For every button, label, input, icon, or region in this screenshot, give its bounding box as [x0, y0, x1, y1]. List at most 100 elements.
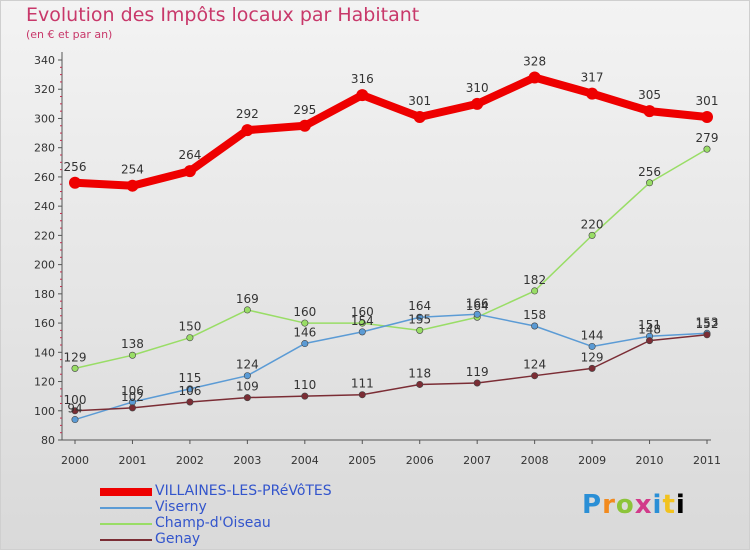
- data-label: 94: [67, 402, 82, 416]
- logo-letter: P: [582, 490, 603, 520]
- data-point: [301, 340, 309, 348]
- y-tick-label: 120: [34, 376, 55, 389]
- logo-letter: t: [662, 490, 676, 520]
- series-line: [74, 334, 708, 412]
- data-label: 264: [178, 148, 201, 162]
- data-point: [298, 119, 311, 132]
- data-point: [301, 319, 309, 327]
- data-point: [358, 319, 366, 327]
- data-label: 256: [638, 165, 661, 179]
- y-tick-label: 220: [34, 229, 55, 242]
- data-point: [71, 364, 79, 372]
- x-tick-label: 2006: [406, 454, 434, 467]
- data-point: [301, 392, 309, 400]
- chart-legend: VILLAINES-LES-PRéVôTES Viserny Champ-d'O…: [100, 483, 400, 548]
- data-point: [643, 105, 656, 118]
- legend-item: Genay: [100, 531, 400, 548]
- legend-swatch: [100, 539, 152, 541]
- series-line: [74, 313, 708, 421]
- data-label: 106: [121, 384, 144, 398]
- series-line: [74, 148, 708, 370]
- x-tick-label: 2000: [61, 454, 89, 467]
- data-point: [701, 111, 713, 123]
- data-label: 305: [638, 88, 661, 102]
- x-tick-label: 2007: [463, 454, 491, 467]
- data-label: 220: [581, 217, 604, 231]
- data-point: [243, 306, 251, 314]
- x-tick-label: 2002: [176, 454, 204, 467]
- data-label: 160: [351, 305, 374, 319]
- data-point: [69, 176, 81, 189]
- legend-label: Genay: [155, 531, 201, 547]
- legend-swatch: [100, 507, 152, 509]
- data-label: 316: [351, 72, 374, 86]
- data-label: 148: [638, 323, 661, 337]
- data-label: 160: [293, 305, 316, 319]
- data-label: 119: [466, 365, 489, 379]
- data-label: 310: [466, 81, 489, 95]
- data-label: 138: [121, 337, 144, 351]
- data-label: 254: [121, 163, 144, 177]
- data-point: [413, 111, 426, 123]
- x-tick-label: 2003: [233, 454, 261, 467]
- legend-item: VILLAINES-LES-PRéVôTES: [100, 483, 400, 500]
- data-point: [183, 165, 196, 178]
- legend-swatch: [100, 488, 152, 496]
- data-label: 169: [236, 292, 259, 306]
- data-label: 182: [523, 273, 546, 287]
- x-tick-label: 2004: [291, 454, 319, 467]
- data-label: 102: [121, 390, 144, 404]
- data-label: 152: [696, 317, 719, 331]
- data-label: 124: [236, 358, 259, 372]
- data-point: [71, 407, 79, 415]
- y-tick-label: 80: [41, 434, 55, 447]
- data-label: 100: [64, 393, 87, 407]
- proxiti-logo: Proxiti: [582, 490, 686, 520]
- data-point: [531, 372, 539, 380]
- data-point: [471, 97, 484, 110]
- data-point: [416, 313, 424, 321]
- data-point: [128, 351, 136, 359]
- data-point: [588, 342, 596, 350]
- y-tick-label: 240: [34, 200, 55, 213]
- logo-letter: i: [675, 490, 686, 520]
- x-tick-label: 2005: [348, 454, 376, 467]
- y-tick-label: 260: [34, 171, 55, 184]
- data-point: [186, 398, 194, 406]
- chart-title: Evolution des Impôts locaux par Habitant: [26, 4, 420, 26]
- logo-letter: i: [652, 490, 663, 520]
- x-tick-label: 2009: [578, 454, 606, 467]
- data-label: 150: [178, 320, 201, 334]
- data-label: 301: [696, 94, 719, 108]
- legend-label: Champ-d'Oiseau: [155, 515, 271, 531]
- data-label: 256: [64, 160, 87, 174]
- data-label: 166: [466, 296, 489, 310]
- data-label: 110: [293, 378, 316, 392]
- logo-letter: x: [634, 490, 653, 520]
- data-point: [358, 391, 366, 399]
- data-point: [531, 287, 539, 295]
- x-tick-label: 2010: [636, 454, 664, 467]
- data-label: 279: [696, 131, 719, 145]
- data-point: [356, 89, 369, 102]
- data-label: 109: [236, 380, 259, 394]
- data-label: 106: [178, 384, 201, 398]
- data-label: 292: [236, 107, 259, 121]
- data-label: 164: [408, 299, 431, 313]
- data-point: [71, 416, 79, 424]
- data-label: 144: [581, 328, 604, 342]
- data-point: [186, 334, 194, 342]
- data-point: [241, 124, 254, 137]
- data-label: 146: [293, 326, 316, 340]
- series-line: [71, 73, 711, 190]
- data-label: 155: [408, 312, 431, 326]
- data-point: [473, 310, 481, 318]
- data-label: 164: [466, 299, 489, 313]
- x-tick-label: 2001: [118, 454, 146, 467]
- data-point: [528, 71, 541, 84]
- data-point: [128, 404, 136, 412]
- data-label: 118: [408, 366, 431, 380]
- legend-label: VILLAINES-LES-PRéVôTES: [155, 483, 332, 499]
